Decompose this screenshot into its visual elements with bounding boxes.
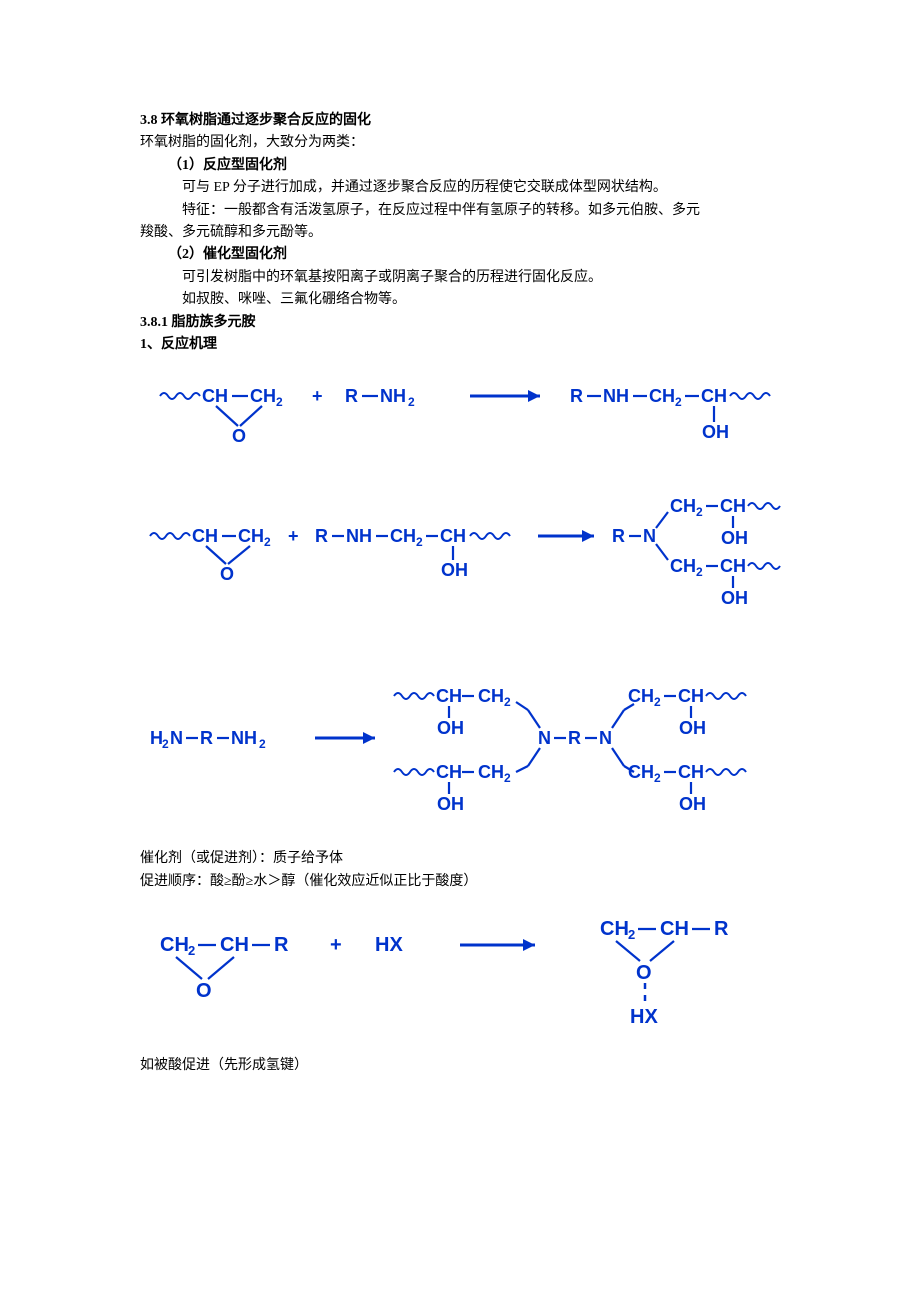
svg-text:CH: CH [440,526,466,546]
svg-text:O: O [636,962,652,984]
svg-text:OH: OH [721,528,748,548]
svg-text:2: 2 [504,695,511,709]
reaction-3-diagram: H 2 N R NH 2 N R N CH CH 2 OH [140,654,790,824]
svg-text:OH: OH [702,422,729,442]
svg-text:2: 2 [408,395,415,409]
svg-text:CH: CH [160,934,189,956]
svg-text:CH: CH [436,686,462,706]
svg-text:CH: CH [478,686,504,706]
svg-text:R: R [315,526,328,546]
svg-text:CH: CH [250,386,276,406]
svg-text:CH: CH [720,556,746,576]
svg-text:R: R [274,934,289,956]
svg-text:CH: CH [701,386,727,406]
svg-text:2: 2 [259,737,266,751]
svg-text:R: R [714,918,729,940]
section-heading: 3.8 环氧树脂通过逐步聚合反应的固化 [140,110,790,132]
intro: 环氧树脂的固化剂，大致分为两类： [140,132,790,154]
svg-text:CH: CH [202,386,228,406]
svg-text:2: 2 [628,927,635,942]
svg-text:CH: CH [670,496,696,516]
svg-text:NH: NH [380,386,406,406]
acid-note: 如被酸促进（先形成氢键） [140,1055,790,1077]
catalyst-line1: 催化剂（或促进剂）：质子给予体 [140,848,790,870]
svg-text:CH: CH [678,762,704,782]
item1-line1: 可与 EP 分子进行加成，并通过逐步聚合反应的历程使它交联成体型网状结构。 [140,177,790,199]
svg-text:2: 2 [416,535,423,549]
svg-text:OH: OH [679,718,706,738]
svg-text:NH: NH [346,526,372,546]
svg-text:CH: CH [600,918,629,940]
svg-text:OH: OH [679,794,706,814]
svg-text:OH: OH [437,794,464,814]
svg-text:NH: NH [603,386,629,406]
svg-text:CH: CH [390,526,416,546]
svg-text:2: 2 [675,395,682,409]
svg-text:R: R [200,728,213,748]
svg-text:2: 2 [264,535,271,549]
svg-text:CH: CH [478,762,504,782]
svg-text:CH: CH [678,686,704,706]
svg-text:OH: OH [441,560,468,580]
item1-title: （1）反应型固化剂 [140,155,790,177]
item1-line2: 特征：一般都含有活泼氢原子，在反应过程中伴有氢原子的转移。如多元伯胺、多元 [140,200,790,222]
sub-heading: 3.8.1 脂肪族多元胺 [140,312,790,334]
svg-text:N: N [643,526,656,546]
svg-text:OH: OH [437,718,464,738]
svg-text:HX: HX [375,934,403,956]
svg-text:2: 2 [696,565,703,579]
item2-line2: 如叔胺、咪唑、三氟化硼络合物等。 [140,289,790,311]
item2-line1: 可引发树脂中的环氧基按阳离子或阴离子聚合的历程进行固化反应。 [140,267,790,289]
svg-text:O: O [232,426,246,446]
svg-text:O: O [196,980,212,1002]
reaction-4-diagram: CH 2 CH R O + HX CH 2 CH R O [140,911,790,1031]
svg-text:CH: CH [649,386,675,406]
svg-text:+: + [288,526,299,546]
svg-text:HX: HX [630,1006,658,1028]
svg-text:CH: CH [238,526,264,546]
item1-line3: 羧酸、多元硫醇和多元酚等。 [140,222,790,244]
svg-text:CH: CH [192,526,218,546]
svg-text:2: 2 [188,943,195,958]
svg-text:+: + [330,934,342,956]
svg-text:CH: CH [720,496,746,516]
reaction-2-diagram: CH CH 2 O + R NH CH 2 CH OH R [140,494,790,624]
svg-text:R: R [568,728,581,748]
svg-text:2: 2 [504,771,511,785]
svg-text:CH: CH [436,762,462,782]
svg-text:R: R [612,526,625,546]
svg-text:NH: NH [231,728,257,748]
svg-text:2: 2 [696,505,703,519]
mech-title: 1、反应机理 [140,334,790,356]
svg-text:2: 2 [654,771,661,785]
item2-title: （2）催化型固化剂 [140,244,790,266]
svg-text:CH: CH [220,934,249,956]
svg-text:2: 2 [654,695,661,709]
svg-text:+: + [312,386,323,406]
svg-text:R: R [570,386,583,406]
svg-text:N: N [538,728,551,748]
svg-text:2: 2 [162,737,169,751]
svg-text:O: O [220,564,234,584]
svg-text:CH: CH [660,918,689,940]
reaction-1-diagram: CH CH 2 O + R NH 2 R NH CH 2 C [140,374,790,454]
svg-text:N: N [599,728,612,748]
svg-text:N: N [170,728,183,748]
svg-text:OH: OH [721,588,748,608]
svg-text:R: R [345,386,358,406]
svg-text:2: 2 [276,395,283,409]
svg-text:CH: CH [670,556,696,576]
catalyst-line2: 促进顺序：酸≥酚≥水＞醇（催化效应近似正比于酸度） [140,871,790,893]
svg-text:CH: CH [628,686,654,706]
